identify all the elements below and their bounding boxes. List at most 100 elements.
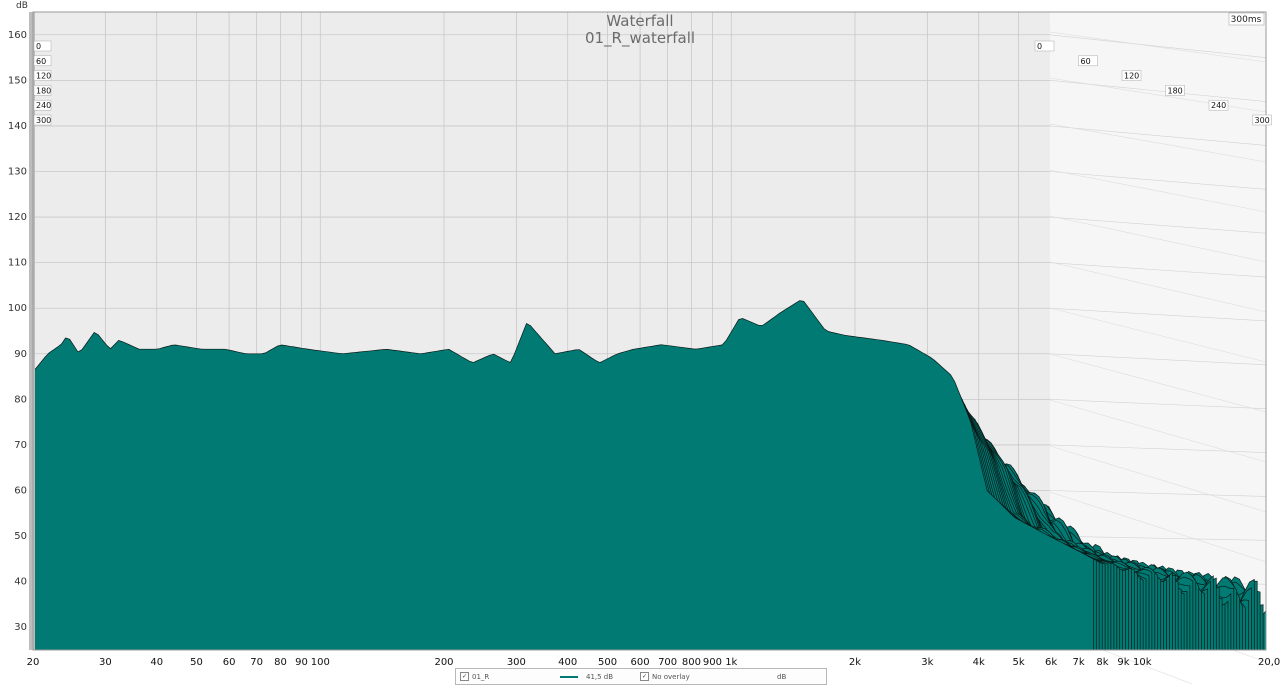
time-label-left: 300 xyxy=(36,116,51,125)
time-grid-line xyxy=(1049,445,1267,513)
time-label-box xyxy=(1034,40,1055,52)
x-tick-label: 20 xyxy=(27,657,40,668)
grid-line-y-perspective xyxy=(1049,490,1267,497)
x-tick-label: 5k xyxy=(1012,657,1024,668)
x-tick-label: 9k xyxy=(1117,657,1129,668)
y-tick-label: 40 xyxy=(14,577,27,588)
time-label-box xyxy=(1252,114,1272,126)
y-tick-label: 110 xyxy=(8,258,27,269)
grid-line-y-perspective xyxy=(1049,125,1267,146)
y-tick-label: 160 xyxy=(8,30,27,41)
x-tick-label: 4k xyxy=(973,657,985,668)
time-label-box xyxy=(1078,55,1098,67)
x-tick-label: 8k xyxy=(1096,657,1108,668)
x-tick-label: 3k xyxy=(921,657,933,668)
y-tick-label: 80 xyxy=(14,394,27,405)
y-tick-label: 120 xyxy=(8,212,27,223)
waterfall-slice xyxy=(32,300,1094,651)
grid-line-y-perspective xyxy=(1049,353,1267,366)
x-tick-label: 70 xyxy=(250,657,263,668)
x-tick-label: 10k xyxy=(1133,657,1152,668)
time-label-box xyxy=(1121,70,1142,81)
time-label-right: 120 xyxy=(1124,72,1139,81)
time-labels-right: 0 60 120 180 240 300 xyxy=(1034,40,1272,126)
time-label-right: 60 xyxy=(1081,57,1091,66)
time-labels-left: 0 60 120 180 240 300 xyxy=(33,40,52,126)
overlay-checkbox[interactable]: ✓ xyxy=(640,672,649,681)
time-label-left: 180 xyxy=(36,86,51,95)
x-tick-label: 20,0k Hz xyxy=(1258,657,1280,668)
x-tick-label: 500 xyxy=(598,657,617,668)
x-tick-label: 90 xyxy=(295,657,308,668)
time-label-right: 300 xyxy=(1255,116,1270,125)
legend-bar: ✓ 01_R 41,5 dB ✓ No overlay dB xyxy=(455,668,827,685)
x-tick-label: 200 xyxy=(434,657,453,668)
y-tick-label: 60 xyxy=(14,486,27,497)
plot-frame xyxy=(32,11,1267,651)
grid-line-y-perspective xyxy=(1049,216,1267,234)
time-label-left: 60 xyxy=(36,57,46,66)
time-label-box xyxy=(1208,99,1229,111)
left-axis-bar xyxy=(29,12,35,650)
y-tick-label: 30 xyxy=(14,622,27,633)
x-tick-label: 800 xyxy=(682,657,701,668)
x-tick-label: 80 xyxy=(274,657,287,668)
time-label-left: 120 xyxy=(36,72,51,81)
grid-line-y-perspective xyxy=(1049,307,1267,322)
x-tick-label: 60 xyxy=(223,657,236,668)
x-tick-label: 700 xyxy=(658,657,677,668)
x-tick-label: 6k xyxy=(1045,657,1057,668)
series-checkbox[interactable]: ✓ xyxy=(460,672,469,681)
grid-line-y-perspective xyxy=(1049,399,1267,410)
y-tick-label: 150 xyxy=(8,75,27,86)
y-axis-unit: dB xyxy=(16,1,28,11)
overlay-label: No overlay xyxy=(652,672,690,681)
overlay-unit: dB xyxy=(777,672,787,681)
series-value: 41,5 dB xyxy=(586,672,614,681)
x-tick-label: 7k xyxy=(1073,657,1085,668)
waterfall-slices xyxy=(32,300,1267,651)
chart-title: Waterfall xyxy=(606,12,673,30)
time-grid-line xyxy=(1049,169,1267,213)
time-grid-line xyxy=(1049,31,1267,63)
time-label-right: 240 xyxy=(1211,101,1226,110)
x-tick-label: 600 xyxy=(631,657,650,668)
time-perspective-lines xyxy=(1049,31,1267,684)
time-label-left: 240 xyxy=(36,101,51,110)
time-axis-panel xyxy=(1050,12,1266,650)
y-tick-label: 140 xyxy=(8,121,27,132)
time-grid-line xyxy=(1049,307,1267,363)
time-grid-line xyxy=(1049,353,1267,413)
time-grid-line xyxy=(1049,123,1267,163)
grid-line-y-perspective xyxy=(1049,171,1267,190)
time-label-box xyxy=(33,55,52,67)
grid-line-y-perspective xyxy=(1049,535,1267,541)
time-label-box xyxy=(33,70,52,81)
chart-subtitle: 01_R_waterfall xyxy=(585,29,695,48)
y-tick-label: 90 xyxy=(14,349,27,360)
y-tick-label: 100 xyxy=(8,303,27,314)
time-label-box xyxy=(33,85,52,96)
time-label-box xyxy=(1165,85,1185,96)
x-tick-label: 2k xyxy=(849,657,861,668)
x-tick-label: 100 xyxy=(311,657,330,668)
x-tick-label: 40 xyxy=(150,657,163,668)
x-tick-label: 50 xyxy=(190,657,203,668)
x-tick-label: 30 xyxy=(99,657,112,668)
time-label-right: 0 xyxy=(1037,42,1042,51)
time-grid-line xyxy=(1049,399,1267,463)
y-tick-label: 70 xyxy=(14,440,27,451)
series-swatch xyxy=(560,675,578,678)
grid-line-y-perspective xyxy=(1049,444,1267,453)
x-tick-label: 1k xyxy=(725,657,737,668)
time-grid-line xyxy=(1049,77,1267,113)
grid-line-y-perspective xyxy=(1049,34,1267,59)
x-tick-label: 900 xyxy=(703,657,722,668)
x-tick-labels: 20 30 40 50 60 70 80 90 100 200 300 400 500 600 700 800… xyxy=(27,657,1280,668)
time-axis-max-label: 300ms xyxy=(1231,15,1262,25)
grid-line-y-perspective xyxy=(1049,262,1267,278)
time-label-right: 180 xyxy=(1168,86,1183,95)
time-label-box xyxy=(33,114,52,126)
time-label-left: 0 xyxy=(36,42,41,51)
